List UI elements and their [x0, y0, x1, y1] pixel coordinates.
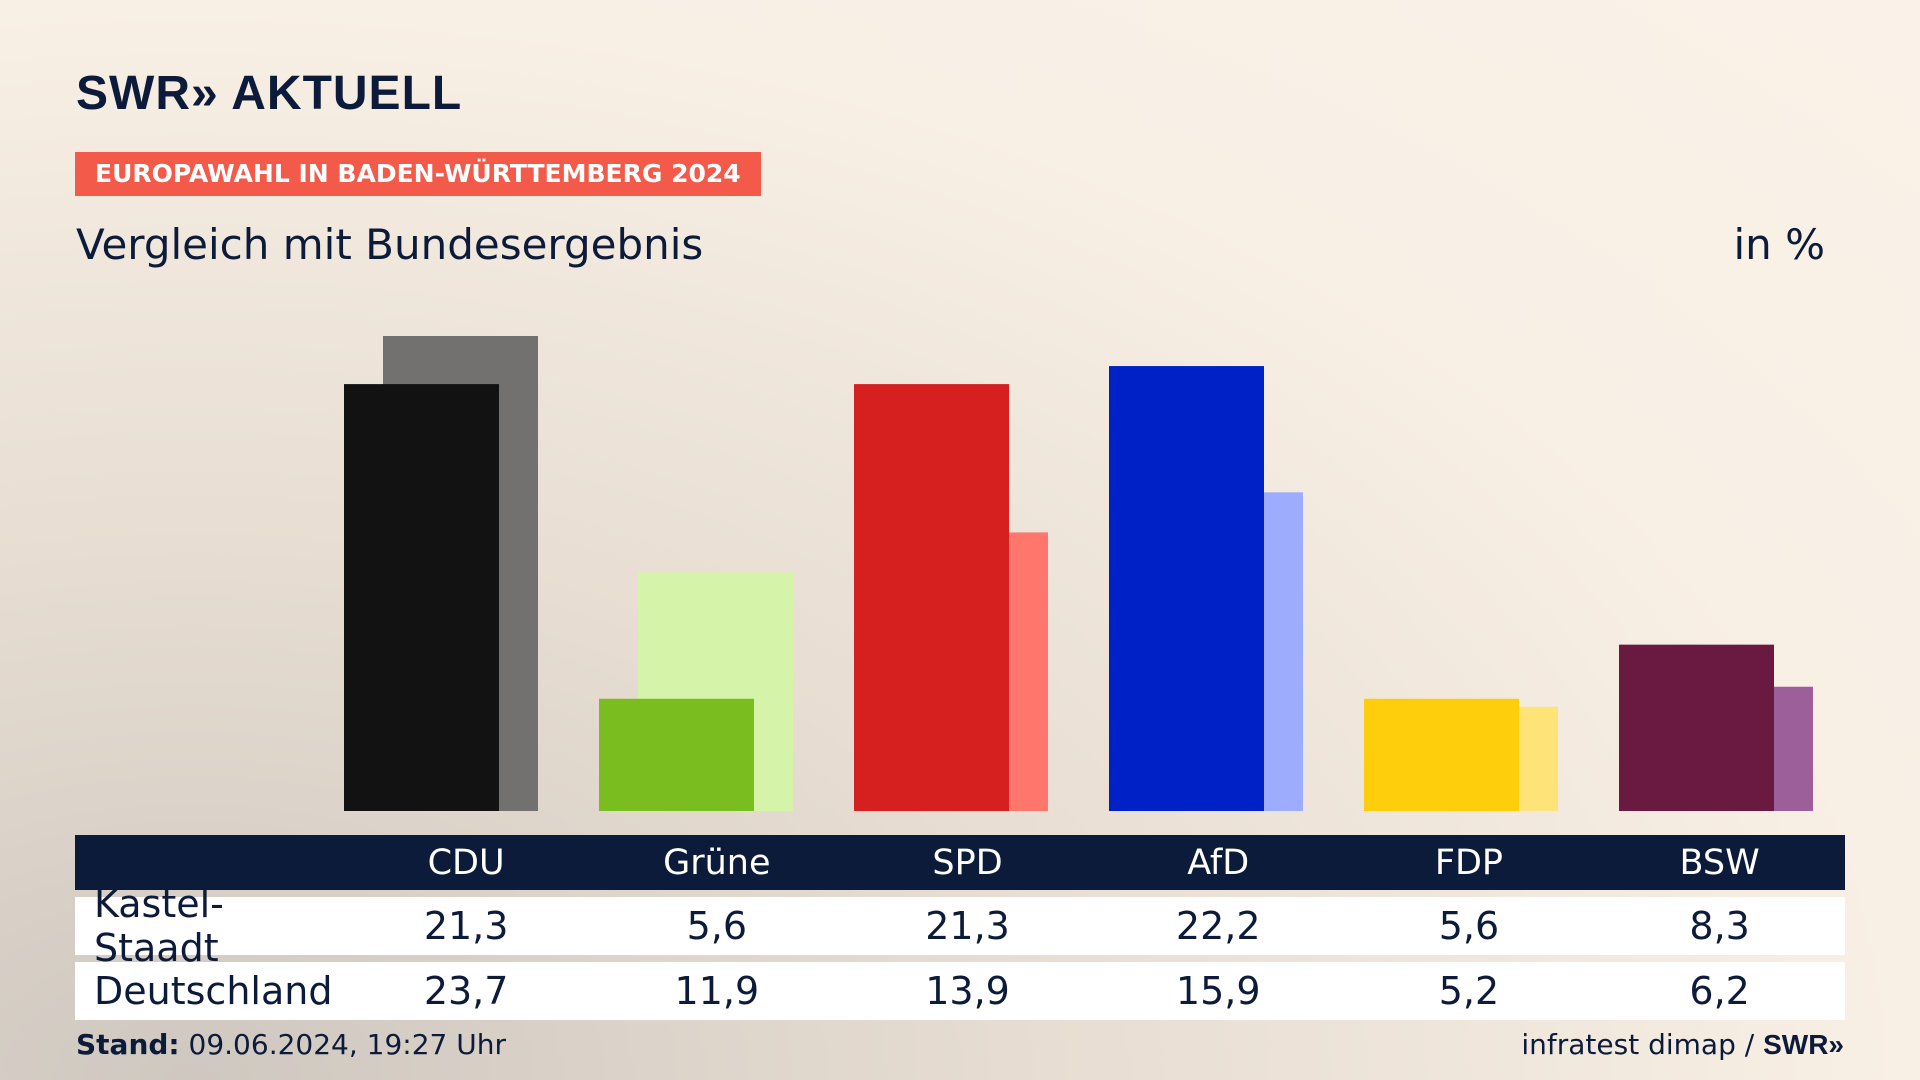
header-afd: AfD [1187, 842, 1250, 883]
source-text: infratest dimap / [1521, 1028, 1755, 1061]
header-spd: SPD [932, 842, 1003, 883]
table-row: Kastel-Staadt 21,3 5,6 21,3 22,2 5,6 8,3 [75, 882, 1845, 970]
bar-chart [344, 336, 1813, 811]
table-cell: 23,7 [423, 969, 509, 1013]
table-cell: 5,6 [686, 904, 748, 948]
table-row: Deutschland 23,7 11,9 13,9 15,9 5,2 6,2 [75, 962, 1845, 1020]
header-gruene: Grüne [663, 842, 771, 883]
bar-kastel-staadt-afd [1109, 366, 1264, 811]
table-cell: 13,9 [925, 969, 1010, 1013]
table-cell: 11,9 [674, 969, 760, 1013]
election-tag: EUROPAWAHL IN BADEN-WÜRTTEMBERG 2024 [75, 152, 761, 196]
bar-kastel-staadt-bsw [1619, 644, 1774, 811]
bar-kastel-staadt-fdp [1364, 698, 1519, 811]
table-header-row: CDU Grüne SPD AfD FDP BSW [75, 835, 1845, 890]
stand-label: Stand: [76, 1028, 180, 1061]
results-table: CDU Grüne SPD AfD FDP BSW Kastel-Staadt … [75, 835, 1845, 1020]
header-cdu: CDU [427, 842, 505, 883]
swr-aktuell-logo: SWR» AKTUELL [76, 66, 462, 121]
header-bsw: BSW [1679, 842, 1760, 883]
timestamp: Stand: 09.06.2024, 19:27 Uhr [76, 1028, 506, 1061]
logo-text: SWR» AKTUELL [76, 67, 463, 120]
swr-small-logo: SWR» [1763, 1029, 1844, 1060]
source-credit: infratest dimap / SWR» [1521, 1028, 1844, 1061]
bar-kastel-staadt-grüne [599, 698, 754, 811]
table-cell: 15,9 [1175, 969, 1261, 1013]
table-cell: 21,3 [423, 904, 509, 948]
chart-subtitle: Vergleich mit Bundesergebnis [76, 220, 704, 269]
row-label: Kastel-Staadt [94, 882, 224, 970]
unit-label: in % [1733, 220, 1825, 269]
table-cell: 5,6 [1438, 904, 1500, 948]
bar-kastel-staadt-spd [854, 384, 1009, 811]
bar-kastel-staadt-cdu [344, 384, 499, 811]
stand-value: 09.06.2024, 19:27 Uhr [188, 1028, 506, 1061]
table-cell: 21,3 [925, 904, 1010, 948]
table-cell: 6,2 [1689, 969, 1750, 1013]
table-cell: 5,2 [1438, 969, 1500, 1013]
table-cell: 8,3 [1689, 904, 1750, 948]
header-fdp: FDP [1434, 842, 1504, 883]
row-label: Deutschland [94, 969, 333, 1013]
table-cell: 22,2 [1175, 904, 1261, 948]
